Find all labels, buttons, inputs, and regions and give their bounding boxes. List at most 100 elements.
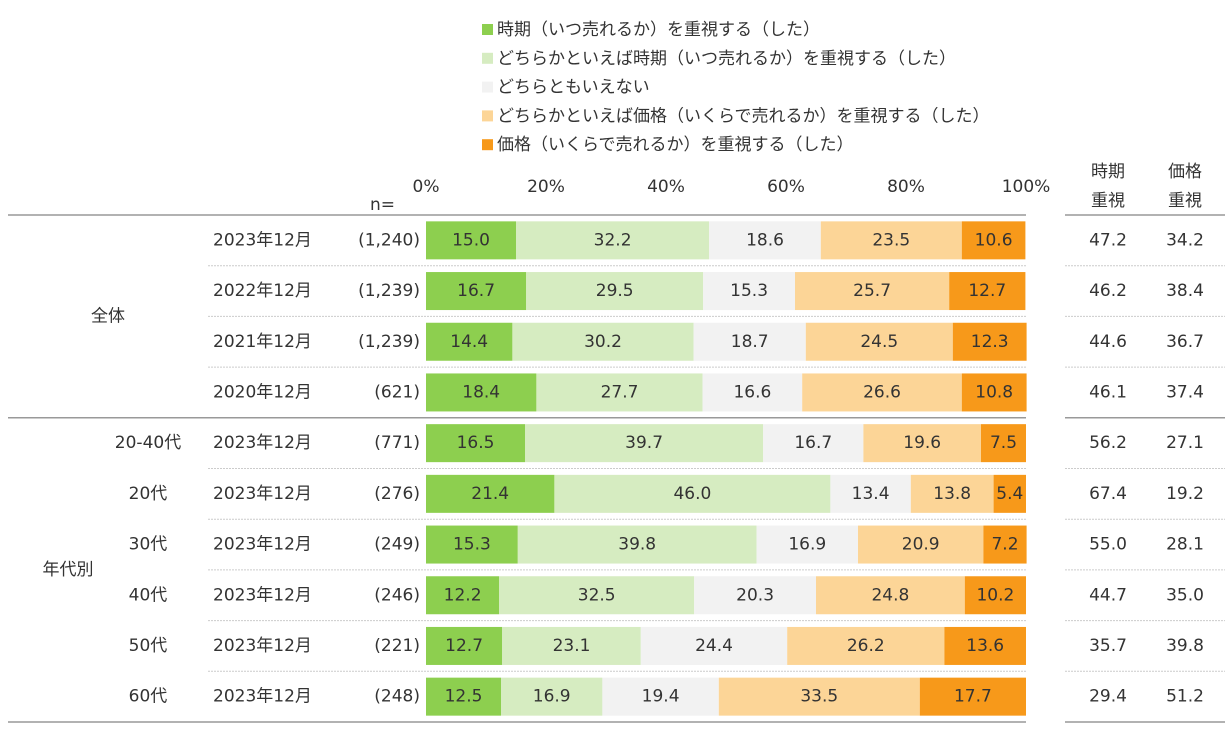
- data-label: 15.3: [730, 281, 768, 301]
- bar-segment: [961, 373, 1027, 412]
- data-label: 16.9: [533, 687, 571, 707]
- data-label: 16.9: [788, 535, 826, 555]
- bar-segment: [426, 272, 527, 311]
- data-label: 39.7: [625, 433, 663, 453]
- category-label: 2023年12月: [213, 433, 312, 453]
- summary-value: 47.2: [1089, 230, 1127, 250]
- data-label: 16.7: [457, 281, 495, 301]
- data-label: 21.4: [471, 484, 509, 504]
- bar-segment: [512, 322, 694, 361]
- data-label: 12.3: [971, 332, 1009, 352]
- data-label: 24.8: [871, 585, 909, 605]
- summary-value: 38.4: [1166, 281, 1204, 301]
- bar-segment: [820, 221, 962, 260]
- n-label: n=: [370, 195, 395, 215]
- legend-swatch: [482, 52, 493, 64]
- legend-swatch: [482, 139, 493, 151]
- bar-segment: [919, 677, 1026, 716]
- summary-value: 67.4: [1089, 484, 1127, 504]
- sample-size: (276): [374, 484, 420, 504]
- legend-label: どちらかといえば価格（いくらで売れるか）を重視する（した）: [497, 106, 990, 126]
- data-label: 16.6: [733, 382, 771, 402]
- data-label: 12.7: [968, 281, 1006, 301]
- bar-segment: [802, 373, 962, 412]
- legend-label: 時期（いつ売れるか）を重視する（した）: [497, 20, 820, 40]
- summary-value: 46.2: [1089, 281, 1127, 301]
- bar-segment: [502, 626, 641, 665]
- summary-value: 56.2: [1089, 433, 1127, 453]
- legend-swatch: [482, 110, 493, 122]
- sample-size: (249): [374, 535, 420, 555]
- category-label: 2023年12月: [213, 535, 312, 555]
- category-label: 2020年12月: [213, 382, 312, 402]
- legend-label: 価格（いくらで売れるか）を重視する（した）: [497, 135, 854, 155]
- subgroup-label: 60代: [129, 687, 168, 707]
- summary-value: 55.0: [1089, 535, 1127, 555]
- category-label: 2023年12月: [213, 230, 312, 250]
- bar-segment: [426, 373, 537, 412]
- data-label: 26.6: [863, 382, 901, 402]
- data-label: 15.3: [453, 535, 491, 555]
- category-label: 2023年12月: [213, 585, 312, 605]
- bar-segment: [426, 474, 555, 513]
- x-tick-label: 80%: [887, 177, 925, 197]
- data-label: 26.2: [847, 636, 885, 656]
- category-label: 2023年12月: [213, 484, 312, 504]
- summary-value: 19.2: [1166, 484, 1204, 504]
- summary-value: 27.1: [1166, 433, 1204, 453]
- data-label: 13.6: [966, 636, 1004, 656]
- data-label: 15.0: [452, 230, 490, 250]
- data-label: 27.7: [601, 382, 639, 402]
- data-label: 32.2: [594, 230, 632, 250]
- data-label: 30.2: [584, 332, 622, 352]
- data-label: 10.6: [975, 230, 1013, 250]
- subgroup-label: 50代: [129, 636, 168, 656]
- data-label: 25.7: [853, 281, 891, 301]
- bar-segment: [702, 373, 803, 412]
- group-label: 全体: [91, 306, 125, 326]
- data-label: 19.6: [903, 433, 941, 453]
- summary-header: 時期: [1091, 162, 1125, 182]
- bar-segment: [952, 322, 1027, 361]
- subgroup-label: 20代: [129, 484, 168, 504]
- sample-size: (1,239): [358, 281, 420, 301]
- bar-segment: [949, 272, 1026, 311]
- bar-segment: [517, 525, 757, 564]
- summary-value: 29.4: [1089, 687, 1127, 707]
- bar-segment: [703, 272, 795, 311]
- bar-segment: [536, 373, 703, 412]
- bar-segment: [640, 626, 788, 665]
- bar-segment: [426, 626, 503, 665]
- sample-size: (621): [374, 382, 420, 402]
- data-label: 20.3: [736, 585, 774, 605]
- data-label: 46.0: [673, 484, 711, 504]
- data-label: 18.7: [731, 332, 769, 352]
- data-label: 13.8: [933, 484, 971, 504]
- summary-value: 36.7: [1166, 332, 1204, 352]
- summary-value: 35.7: [1089, 636, 1127, 656]
- bar-segment: [981, 424, 1026, 463]
- summary-value: 37.4: [1166, 382, 1204, 402]
- sample-size: (246): [374, 585, 420, 605]
- summary-value: 44.7: [1089, 585, 1127, 605]
- category-label: 2023年12月: [213, 687, 312, 707]
- sample-size: (1,239): [358, 332, 420, 352]
- summary-header: 重視: [1091, 191, 1125, 211]
- summary-value: 51.2: [1166, 687, 1204, 707]
- data-label: 24.4: [695, 636, 733, 656]
- data-label: 23.1: [553, 636, 591, 656]
- bar-segment: [501, 677, 603, 716]
- data-label: 23.5: [872, 230, 910, 250]
- sample-size: (248): [374, 687, 420, 707]
- bar-segment: [964, 576, 1026, 615]
- data-label: 18.6: [746, 230, 784, 250]
- category-label: 2023年12月: [213, 636, 312, 656]
- x-tick-label: 0%: [413, 177, 440, 197]
- summary-header: 価格: [1168, 162, 1202, 182]
- group-label: 年代別: [43, 560, 94, 580]
- bar-segment: [983, 525, 1027, 564]
- bar-segment: [718, 677, 920, 716]
- bar-segment: [816, 576, 965, 615]
- bar-segment: [526, 272, 704, 311]
